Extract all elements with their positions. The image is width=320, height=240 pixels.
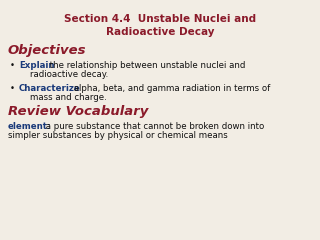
Text: •: • bbox=[10, 61, 15, 70]
Text: simpler substances by physical or chemical means: simpler substances by physical or chemic… bbox=[8, 131, 228, 140]
Text: alpha, beta, and gamma radiation in terms of: alpha, beta, and gamma radiation in term… bbox=[71, 84, 270, 93]
Text: •: • bbox=[10, 84, 15, 93]
Text: the relationship between unstable nuclei and: the relationship between unstable nuclei… bbox=[47, 61, 245, 70]
Text: mass and charge.: mass and charge. bbox=[19, 93, 107, 102]
Text: element:: element: bbox=[8, 122, 52, 131]
Text: Review Vocabulary: Review Vocabulary bbox=[8, 105, 148, 118]
Text: Explain: Explain bbox=[19, 61, 54, 70]
Text: a pure substance that cannot be broken down into: a pure substance that cannot be broken d… bbox=[43, 122, 264, 131]
Text: Section 4.4  Unstable Nuclei and: Section 4.4 Unstable Nuclei and bbox=[64, 14, 256, 24]
Text: Radioactive Decay: Radioactive Decay bbox=[106, 27, 214, 37]
Text: radioactive decay.: radioactive decay. bbox=[19, 70, 108, 79]
Text: Objectives: Objectives bbox=[8, 44, 86, 57]
Text: Characterize: Characterize bbox=[19, 84, 81, 93]
